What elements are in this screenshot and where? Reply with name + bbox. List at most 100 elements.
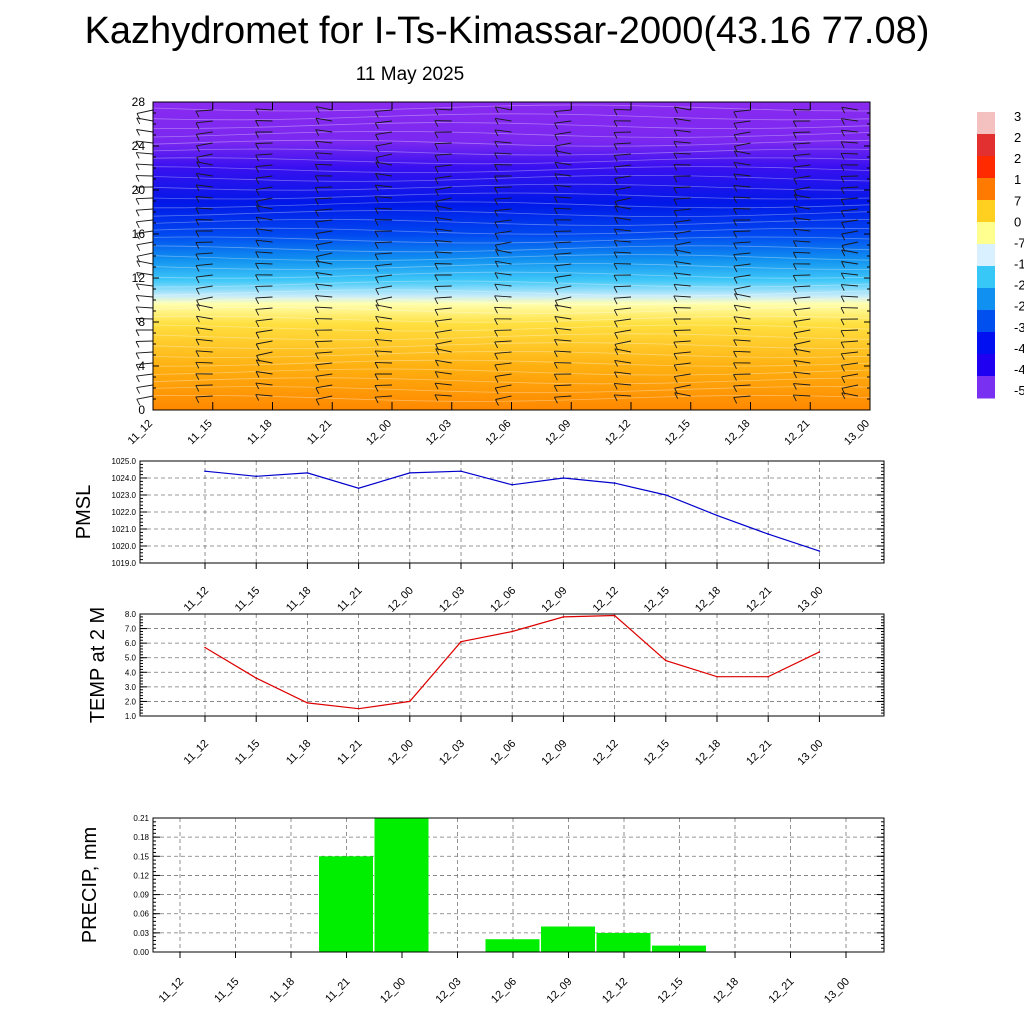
wind-barb — [793, 307, 811, 311]
wind-barb-flag — [614, 360, 619, 367]
wind-barb-flag — [315, 106, 320, 113]
wind-barb-flag — [315, 233, 320, 240]
wind-barb — [196, 172, 213, 177]
wind-barb-flag — [494, 187, 498, 194]
x-tick-label: 12_12 — [603, 418, 633, 448]
wind-barb — [494, 219, 512, 223]
wind-barb-flag — [315, 260, 320, 268]
wind-barb — [614, 175, 632, 179]
data-point — [204, 470, 206, 473]
wind-barb — [733, 120, 751, 124]
y-tick-label: 4.0 — [125, 668, 137, 677]
wind-barb — [195, 120, 213, 124]
x-tick-label: 12_15 — [663, 418, 693, 448]
wind-barb-flag — [434, 274, 439, 282]
wind-barb-flag — [733, 219, 737, 227]
wind-barb — [256, 186, 273, 191]
x-tick-label: 11_15 — [212, 976, 242, 1006]
y-tick-label: 1019.0 — [112, 559, 137, 568]
wind-barb — [841, 384, 859, 389]
wind-barb-flag — [434, 309, 439, 316]
wind-barb — [554, 161, 572, 166]
wind-barb-flag — [733, 385, 738, 393]
wind-barb — [135, 340, 154, 342]
wind-barb-flag — [792, 275, 797, 282]
wind-barb — [793, 285, 811, 288]
chart-date: 11 May 2025 — [355, 64, 465, 85]
wind-barb — [495, 260, 512, 265]
wind-barb — [136, 306, 154, 309]
wind-barb — [494, 164, 512, 166]
wind-barb-flag — [494, 175, 498, 183]
wind-barb — [315, 340, 333, 343]
wind-barb-flag — [733, 111, 738, 119]
wind-barb-flag — [494, 152, 499, 160]
wind-barb-flag — [614, 217, 618, 224]
wind-barb — [495, 117, 512, 122]
wind-barb-flag — [733, 293, 738, 300]
x-tick-label: 12_03 — [437, 738, 467, 768]
precip-bar — [485, 939, 540, 952]
wind-barb — [674, 373, 691, 378]
wind-barb-flag — [613, 143, 618, 151]
wind-barb-flag — [554, 304, 559, 312]
wind-barb-flag — [733, 162, 738, 169]
wind-barb-flag — [494, 210, 499, 217]
wind-barb — [315, 152, 333, 155]
wind-barb — [434, 382, 452, 386]
wind-barb — [315, 306, 333, 309]
wind-barb-flag — [195, 338, 200, 346]
wind-barb — [794, 194, 811, 199]
wind-barb — [315, 373, 333, 377]
wind-barb-flag — [314, 152, 319, 160]
data-point — [409, 472, 411, 474]
wind-barb-flag — [673, 233, 678, 241]
y-tick-label: 0 — [138, 403, 145, 417]
wind-barb — [494, 208, 512, 212]
precip-bar — [541, 926, 595, 952]
wind-barb-flag — [840, 164, 845, 172]
wind-barb — [614, 197, 632, 202]
wind-barb — [733, 316, 751, 320]
data-point — [613, 482, 616, 484]
wind-barb-flag — [136, 244, 141, 252]
wind-barb-flag — [195, 145, 200, 153]
wind-barb — [495, 106, 512, 111]
wind-barb — [315, 351, 333, 354]
wind-barb-flag — [434, 332, 439, 339]
wind-barb-flag — [554, 111, 558, 118]
wind-barb — [841, 106, 859, 111]
wind-barb — [135, 197, 154, 200]
wind-barb-flag — [614, 205, 619, 213]
wind-barb — [255, 175, 273, 179]
wind-barb-flag — [374, 385, 379, 392]
wind-barb — [375, 327, 393, 331]
contour-line — [152, 227, 871, 235]
wind-barb — [673, 208, 691, 212]
wind-barb-flag — [792, 252, 797, 259]
wind-barb-flag — [733, 397, 738, 404]
wind-barb — [196, 153, 213, 158]
contour-line — [152, 315, 871, 323]
contour-line — [152, 280, 871, 288]
wind-barb — [195, 219, 213, 221]
wind-barb-flag — [673, 118, 678, 125]
contour-line — [152, 306, 871, 314]
wind-barb-flag — [792, 120, 797, 128]
wind-barb-flag — [314, 329, 319, 337]
data-point — [460, 470, 462, 473]
wind-barb-flag — [554, 173, 559, 180]
wind-barb-flag — [255, 251, 260, 259]
wind-barb-flag — [314, 341, 319, 348]
wind-barb — [315, 230, 333, 234]
wind-barb — [793, 371, 811, 375]
wind-barb-flag — [733, 196, 738, 204]
wind-barb-flag — [554, 277, 559, 284]
y-tick-label: 16 — [132, 227, 146, 241]
wind-barb-flag — [614, 178, 618, 185]
wind-barb — [494, 340, 512, 343]
wind-barb-flag — [840, 129, 845, 137]
wind-barb-flag — [674, 392, 679, 399]
wind-barb — [375, 338, 393, 342]
